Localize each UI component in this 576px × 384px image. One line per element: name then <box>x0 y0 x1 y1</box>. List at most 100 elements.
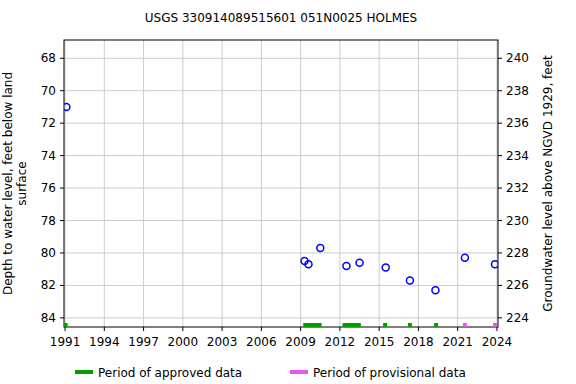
tick <box>65 327 66 331</box>
legend-swatch <box>75 370 93 374</box>
legend-label: Period of approved data <box>98 366 242 380</box>
grid-line <box>64 285 498 286</box>
axis-label: surface <box>15 161 29 205</box>
tick-label: 2012 <box>325 335 356 349</box>
grid-line <box>64 155 498 156</box>
tick-label: 228 <box>506 246 529 260</box>
tick <box>182 327 183 331</box>
tick-label: 236 <box>506 116 529 130</box>
tick-label: 2015 <box>364 335 395 349</box>
tick-label: 2000 <box>168 335 199 349</box>
tick-label: 82 <box>41 278 56 292</box>
tick <box>498 317 502 318</box>
tick-label: 2024 <box>482 335 513 349</box>
tick <box>418 327 419 331</box>
tick-label: 2021 <box>442 335 473 349</box>
tick <box>457 327 458 331</box>
axis-label: Groundwater level above NGVD 1929, feet <box>541 55 555 312</box>
grid-line <box>64 90 498 91</box>
grid-line <box>379 40 380 327</box>
tick-label: 2003 <box>207 335 238 349</box>
tick <box>498 123 502 124</box>
tick-label: 2018 <box>403 335 434 349</box>
axis-label: Depth to water level, feet below land <box>1 72 15 295</box>
grid-line <box>64 220 498 221</box>
grid-line <box>222 40 223 327</box>
tick-label: 68 <box>41 51 56 65</box>
title: USGS 330914089515601 051N0025 HOLMES <box>145 11 417 25</box>
tick <box>143 327 144 331</box>
tick-label: 76 <box>41 181 56 195</box>
legend-swatch <box>290 370 308 374</box>
grid-line <box>496 40 497 327</box>
tick-label: 1994 <box>89 335 120 349</box>
period-bar <box>343 323 361 327</box>
tick-label: 80 <box>41 246 56 260</box>
tick-label: 2009 <box>285 335 316 349</box>
tick-label: 224 <box>506 311 529 325</box>
tick <box>498 252 502 253</box>
point <box>356 259 363 266</box>
tick <box>498 58 502 59</box>
tick <box>261 327 262 331</box>
grid-line <box>104 40 105 327</box>
grid-line <box>339 40 340 327</box>
tick <box>498 188 502 189</box>
grid-line <box>64 317 498 318</box>
tick-label: 1991 <box>50 335 81 349</box>
tick <box>60 220 64 221</box>
tick-label: 230 <box>506 214 529 228</box>
grid-line <box>182 40 183 327</box>
tick <box>498 220 502 221</box>
period-bar <box>463 323 467 327</box>
tick <box>498 285 502 286</box>
tick-label: 78 <box>41 214 56 228</box>
grid-line <box>65 40 66 327</box>
point <box>491 261 498 268</box>
grid-line <box>261 40 262 327</box>
tick <box>60 188 64 189</box>
tick <box>60 58 64 59</box>
tick-label: 232 <box>506 181 529 195</box>
grid-line <box>64 188 498 189</box>
tick <box>60 155 64 156</box>
tick-label: 226 <box>506 278 529 292</box>
point <box>461 254 468 261</box>
point <box>343 262 350 269</box>
point <box>64 103 70 110</box>
tick-label: 84 <box>41 311 56 325</box>
grid-line <box>143 40 144 327</box>
tick-label: 1997 <box>128 335 159 349</box>
period-bar <box>303 323 321 327</box>
period-bar <box>64 323 68 327</box>
tick <box>339 327 340 331</box>
point <box>406 277 413 284</box>
tick-label: 72 <box>41 116 56 130</box>
tick-label: 2006 <box>246 335 277 349</box>
tick <box>60 252 64 253</box>
point <box>432 287 439 294</box>
tick <box>379 327 380 331</box>
grid-line <box>300 40 301 327</box>
plot-frame <box>64 40 498 327</box>
grid-line <box>457 40 458 327</box>
period-bar <box>434 323 438 327</box>
tick-label: 238 <box>506 84 529 98</box>
chart: USGS 330914089515601 051N0025 HOLMES 1991… <box>0 0 576 384</box>
tick <box>60 285 64 286</box>
point <box>305 261 312 268</box>
legend-label: Period of provisional data <box>313 366 466 380</box>
grid-line <box>418 40 419 327</box>
tick <box>498 90 502 91</box>
tick-label: 70 <box>41 84 56 98</box>
tick <box>496 327 497 331</box>
tick <box>60 317 64 318</box>
tick <box>498 155 502 156</box>
tick <box>104 327 105 331</box>
grid-line <box>64 252 498 253</box>
tick-label: 74 <box>41 149 56 163</box>
period-bar <box>383 323 387 327</box>
plot-area <box>64 103 498 327</box>
period-bar <box>408 323 412 327</box>
tick <box>300 327 301 331</box>
